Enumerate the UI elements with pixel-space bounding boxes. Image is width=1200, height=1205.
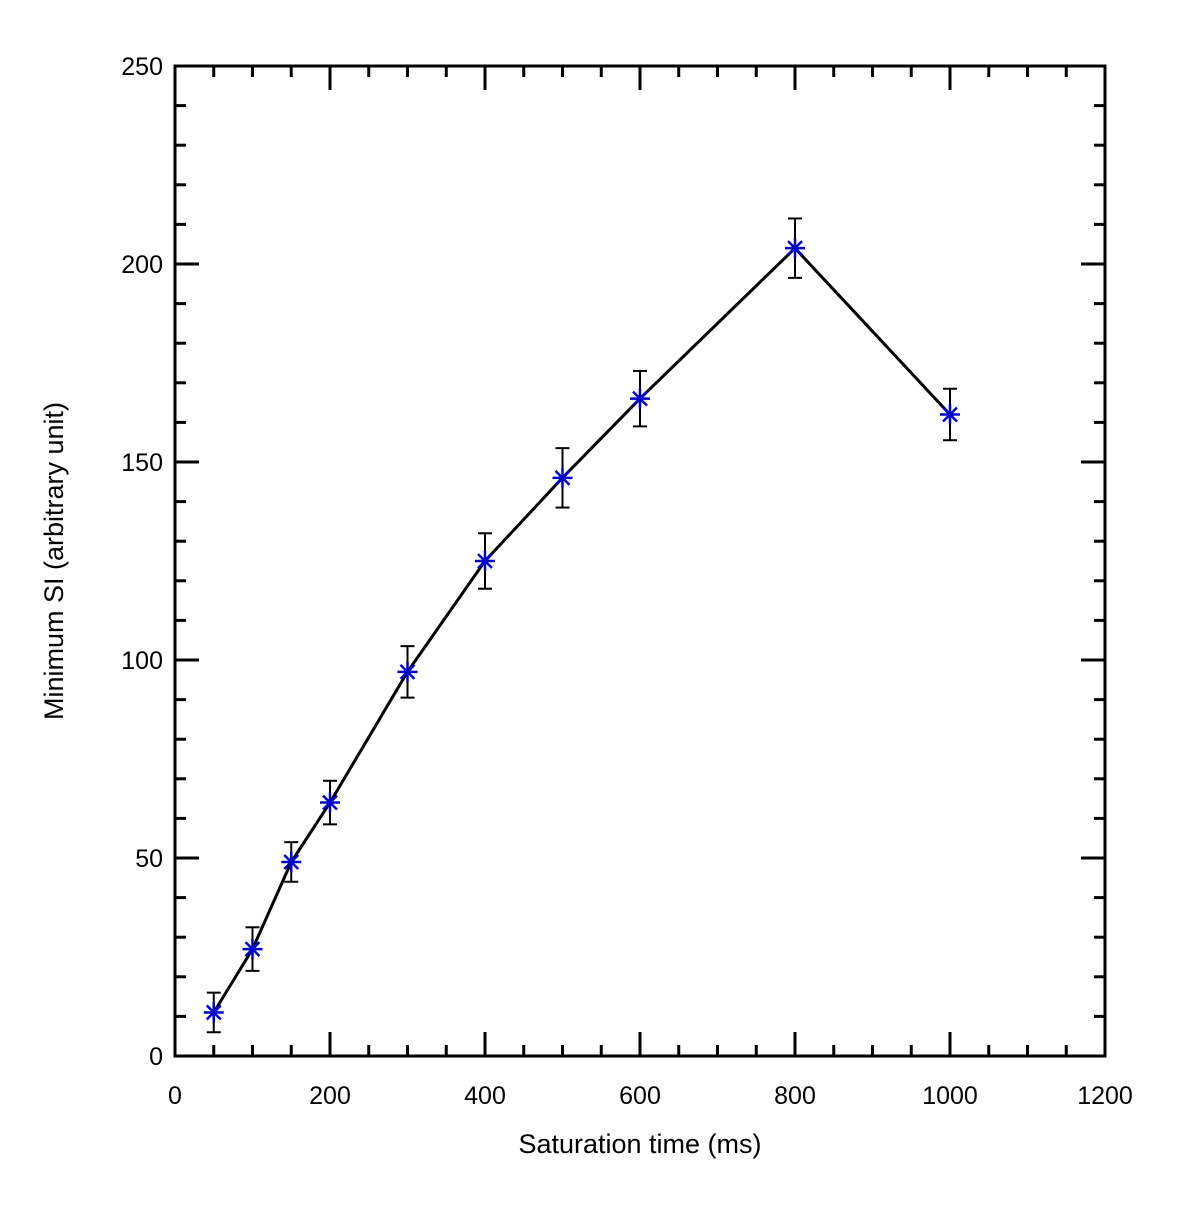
marker-stroke <box>283 854 300 870</box>
series-line <box>212 246 952 1014</box>
data-point <box>630 388 650 409</box>
data-point <box>552 467 573 488</box>
series-layer <box>203 217 960 1034</box>
marker-stroke <box>244 941 261 957</box>
marker-stroke <box>632 390 648 407</box>
y-tick-label: 50 <box>135 845 163 873</box>
x-tick-label: 600 <box>619 1082 661 1110</box>
data-point <box>475 551 495 571</box>
data-point <box>320 792 340 813</box>
marker-stroke <box>787 240 803 257</box>
x-tick-label: 800 <box>774 1082 816 1110</box>
data-point <box>242 939 263 960</box>
x-tick-label: 200 <box>309 1082 351 1110</box>
y-tick-label: 150 <box>121 449 163 477</box>
plot-frame <box>173 64 1107 1058</box>
data-point <box>397 661 418 682</box>
marker-stroke <box>477 553 493 569</box>
x-tick-label: 1000 <box>922 1082 978 1110</box>
y-axis-title: Minimum SI (arbitrary unit) <box>39 402 69 720</box>
x-tick-label: 400 <box>464 1082 506 1110</box>
labels-layer: 0 200 400 600 800 1000 1200 0 50 100 150 200 250 <box>121 53 1133 1110</box>
x-tick-label: 0 <box>168 1082 182 1110</box>
x-tick-label: 1200 <box>1077 1082 1133 1110</box>
x-axis-title: Saturation time (ms) <box>518 1129 761 1159</box>
data-point <box>785 238 805 259</box>
ticks-layer <box>173 64 1107 1058</box>
data-point <box>203 1002 224 1023</box>
y-tick-label: 250 <box>121 53 163 81</box>
marker-stroke <box>399 663 416 680</box>
marker-stroke <box>205 1004 222 1021</box>
y-tick-label: 100 <box>121 647 163 675</box>
data-point <box>281 851 302 872</box>
marker-stroke <box>942 406 958 423</box>
data-point <box>940 404 960 425</box>
marker-stroke <box>554 469 571 486</box>
y-tick-label: 200 <box>121 251 163 279</box>
marker-stroke <box>322 794 338 811</box>
y-tick-label: 0 <box>149 1043 163 1071</box>
